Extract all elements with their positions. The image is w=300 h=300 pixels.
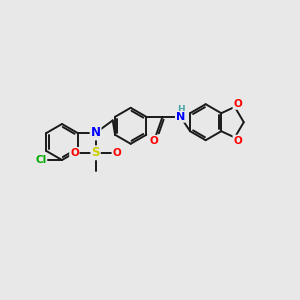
Text: O: O bbox=[233, 99, 242, 109]
Text: O: O bbox=[70, 148, 79, 158]
Text: Cl: Cl bbox=[35, 155, 46, 165]
Text: H: H bbox=[177, 105, 184, 114]
Text: N: N bbox=[91, 127, 100, 140]
Text: N: N bbox=[176, 112, 185, 122]
Text: O: O bbox=[233, 136, 242, 146]
Text: S: S bbox=[91, 146, 100, 159]
Text: O: O bbox=[150, 136, 159, 146]
Text: O: O bbox=[112, 148, 121, 158]
